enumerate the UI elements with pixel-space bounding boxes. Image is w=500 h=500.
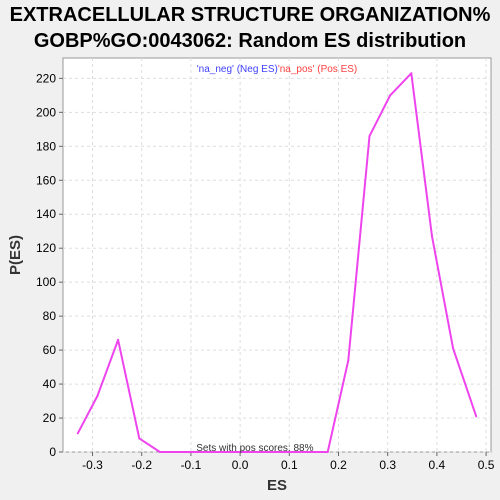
x-tick-label: 0.1 bbox=[281, 458, 298, 472]
y-tick-label: 140 bbox=[36, 207, 56, 221]
y-tick-label: 120 bbox=[36, 241, 56, 255]
x-tick-label: 0.0 bbox=[232, 458, 249, 472]
plot-area bbox=[62, 57, 492, 453]
pos-scores-annotation: Sets with pos scores: 88% bbox=[196, 443, 313, 454]
chart-title-line-2: GOBP%GO:0043062: Random ES distribution bbox=[33, 30, 467, 52]
series-point bbox=[96, 394, 99, 397]
y-tick-label: 220 bbox=[36, 71, 56, 85]
y-tick-label: 60 bbox=[43, 343, 57, 357]
y-tick-label: 40 bbox=[43, 377, 57, 391]
series-point bbox=[242, 451, 245, 453]
series-point bbox=[347, 359, 350, 362]
series-group bbox=[76, 72, 478, 453]
series-point bbox=[452, 347, 455, 350]
series-point bbox=[138, 437, 141, 440]
y-tick-label: 80 bbox=[43, 309, 57, 323]
x-axis-ticks: -0.3 -0.2 -0.1 0.0 0.1 0.2 0.3 0.4 0.5 bbox=[82, 452, 495, 472]
legend-neg-label: 'na_neg' (Neg ES) bbox=[197, 64, 278, 75]
series-point bbox=[368, 135, 371, 138]
x-tick-label: -0.2 bbox=[131, 458, 152, 472]
series-point bbox=[430, 235, 433, 238]
y-tick-label: 180 bbox=[36, 139, 56, 153]
series-point bbox=[410, 72, 413, 75]
series-point bbox=[117, 338, 120, 341]
series-point bbox=[200, 451, 203, 453]
series-point bbox=[284, 451, 287, 453]
series-line bbox=[76, 72, 478, 453]
y-axis-ticks: 0 20 40 60 80 100 120 140 160 180 200 220 bbox=[36, 71, 63, 459]
y-tick-label: 160 bbox=[36, 173, 56, 187]
y-tick-label: 20 bbox=[43, 411, 57, 425]
x-tick-label: 0.3 bbox=[379, 458, 396, 472]
series-point bbox=[263, 451, 266, 453]
x-tick-label: -0.1 bbox=[181, 458, 202, 472]
series-point bbox=[475, 415, 478, 418]
x-tick-label: 0.4 bbox=[429, 458, 446, 472]
chart-title-line-1: EXTRACELLULAR STRUCTURE ORGANIZATION% bbox=[9, 4, 491, 26]
y-tick-label: 0 bbox=[49, 445, 56, 459]
series-point bbox=[326, 451, 329, 453]
series-point bbox=[305, 451, 308, 453]
x-tick-label: 0.2 bbox=[330, 458, 347, 472]
x-tick-label: 0.5 bbox=[478, 458, 495, 472]
legend-pos-label: 'na_pos' (Pos ES) bbox=[278, 64, 357, 75]
series-point bbox=[180, 451, 183, 453]
legend: 'na_neg' (Neg ES)'na_pos' (Pos ES) bbox=[197, 64, 358, 75]
y-tick-label: 100 bbox=[36, 275, 56, 289]
series-point bbox=[389, 94, 392, 97]
y-axis-label: P(ES) bbox=[7, 235, 24, 275]
series-point bbox=[221, 451, 224, 453]
y-tick-label: 200 bbox=[36, 105, 56, 119]
x-tick-label: -0.3 bbox=[82, 458, 103, 472]
series-point bbox=[76, 432, 79, 435]
x-axis-label: ES bbox=[267, 477, 287, 494]
series-point bbox=[158, 451, 161, 453]
